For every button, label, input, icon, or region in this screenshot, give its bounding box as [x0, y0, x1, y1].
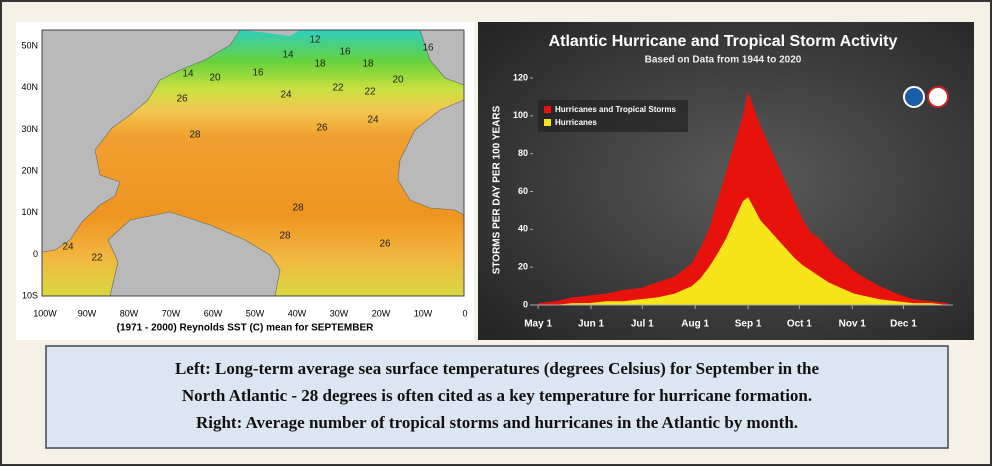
x-tick-label: Jul 1	[631, 319, 654, 330]
noaa-logo	[903, 86, 925, 108]
lon-label: 30W	[330, 308, 349, 318]
contour-label: 18	[362, 59, 374, 70]
south-america	[107, 211, 281, 297]
legend	[538, 100, 688, 132]
contour-label: 26	[379, 239, 391, 250]
caption-line: Left: Long-term average sea surface temp…	[175, 359, 820, 378]
lon-label: 0	[462, 308, 467, 318]
y-axis-label: STORMS PER DAY PER 100 YEARS	[492, 105, 503, 274]
africa	[397, 99, 465, 216]
legend-label: Hurricanes	[555, 118, 597, 127]
contour-label: 22	[332, 83, 344, 94]
lat-label: 30N	[21, 124, 38, 134]
lon-label: 50W	[246, 308, 265, 318]
legend-swatch	[544, 106, 551, 113]
contour-label: 22	[364, 87, 376, 98]
caption-line: North Atlantic - 28 degrees is often cit…	[182, 386, 812, 405]
lon-label: 60W	[204, 308, 223, 318]
contour-label: 16	[422, 43, 434, 54]
y-tick-label: 100	[513, 110, 528, 120]
caption-box	[45, 345, 949, 449]
area	[538, 197, 948, 305]
lat-label: 20N	[21, 165, 38, 175]
chart-title: Atlantic Hurricane and Tropical Storm Ac…	[549, 33, 898, 50]
contour-label: 20	[209, 73, 221, 84]
lon-label: 90W	[78, 308, 97, 318]
y-tick-label: 20	[518, 262, 528, 272]
contour-label: 28	[292, 203, 304, 214]
lat-label: 50N	[21, 40, 38, 50]
contour-label: 12	[309, 35, 321, 46]
x-tick-label: Jun 1	[578, 319, 605, 330]
contour-label: 14	[282, 50, 294, 61]
map: (1971 - 2000) Reynolds SST (C) mean for …	[41, 29, 465, 334]
lon-label: 80W	[120, 308, 139, 318]
contour-label: 16	[252, 68, 264, 79]
lat-label: 0	[33, 249, 38, 259]
chart-subtitle: Based on Data from 1944 to 2020	[645, 55, 802, 66]
map-border	[41, 29, 465, 297]
lon-label: 20W	[372, 308, 391, 318]
contour-label: 14	[182, 69, 194, 80]
contour-label: 16	[339, 47, 351, 58]
y-tick-label: 120	[513, 72, 528, 82]
x-tick-label: Aug 1	[681, 319, 709, 330]
contour-label: 24	[62, 242, 74, 253]
x-tick-label: Oct 1	[787, 319, 812, 330]
lon-label: 10W	[414, 308, 433, 318]
x-tick-label: Dec 1	[890, 319, 917, 330]
contour-label: 22	[91, 253, 103, 264]
north-america	[41, 29, 241, 253]
y-tick-label: 40	[518, 224, 528, 234]
x-tick-label: May 1	[524, 319, 552, 330]
x-tick-label: Sep 1	[735, 319, 762, 330]
area	[538, 91, 948, 305]
contour-label: 20	[392, 75, 404, 86]
canada-north	[42, 30, 300, 36]
x-tick-label: Nov 1	[839, 319, 867, 330]
contour-label: 24	[367, 115, 379, 126]
y-tick-label: 0	[523, 299, 528, 309]
y-tick-label: 60	[518, 186, 528, 196]
contour-label: 18	[314, 59, 326, 70]
lat-label: 10S	[22, 291, 38, 301]
lat-label: 10N	[21, 207, 38, 217]
lon-label: 40W	[288, 308, 307, 318]
legend-label: Hurricanes and Tropical Storms	[555, 105, 676, 114]
nws-logo	[927, 86, 949, 108]
lon-label: 70W	[162, 308, 181, 318]
legend-swatch	[544, 119, 551, 126]
contour-label: 24	[280, 90, 292, 101]
map-caption: (1971 - 2000) Reynolds SST (C) mean for …	[117, 323, 375, 334]
contour-label: 28	[279, 231, 291, 242]
contour-label: 28	[189, 130, 201, 141]
y-tick-label: 80	[518, 148, 528, 158]
contour-label: 26	[316, 123, 328, 134]
caption-line: Right: Average number of tropical storms…	[196, 413, 798, 432]
lat-label: 40N	[21, 82, 38, 92]
contour-label: 26	[176, 94, 188, 105]
lon-label: 100W	[33, 308, 57, 318]
